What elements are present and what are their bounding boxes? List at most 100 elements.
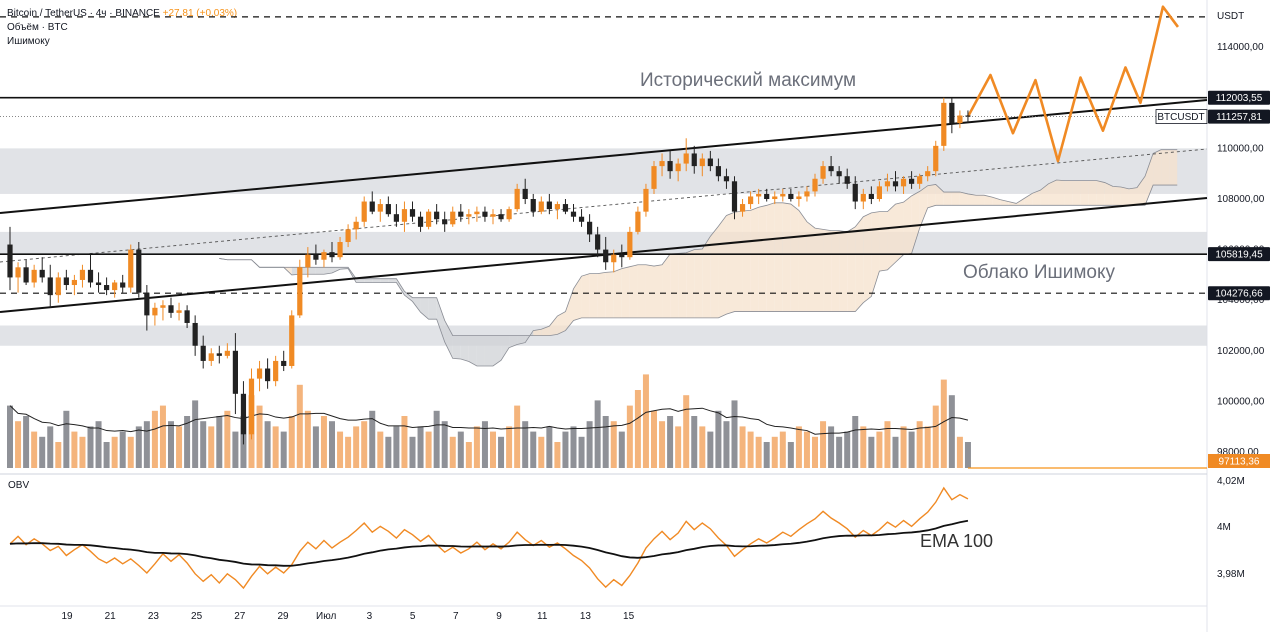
- ichimoku-cloud-segment: [686, 249, 695, 318]
- volume-bar: [586, 421, 593, 468]
- candle-body: [23, 267, 29, 283]
- volume-bar: [320, 416, 327, 468]
- candle-body: [957, 115, 963, 124]
- ichimoku-cloud-segment: [1024, 193, 1033, 206]
- volume-bar: [852, 416, 859, 468]
- ichimoku-cloud-segment: [1128, 187, 1137, 206]
- ichimoku-cloud-segment: [557, 311, 566, 335]
- volume-bar: [626, 405, 633, 468]
- candle-body: [925, 171, 931, 177]
- volume-bar: [916, 421, 923, 468]
- candle-body: [458, 211, 464, 217]
- volume-bar: [7, 405, 13, 468]
- ichimoku-cloud-segment: [984, 195, 993, 206]
- ichimoku-cloud-segment: [927, 184, 936, 208]
- candle-body: [345, 229, 351, 243]
- ichimoku-cloud-segment: [951, 192, 960, 206]
- volume-bar: [353, 426, 360, 468]
- ichimoku-cloud-segment: [903, 195, 912, 255]
- ichimoku-cloud-segment: [629, 264, 638, 318]
- candle-body: [804, 191, 810, 197]
- candle-body: [377, 204, 383, 212]
- volume-bar: [868, 436, 875, 468]
- ichimoku-cloud-segment: [895, 202, 904, 263]
- volume-bar: [200, 421, 207, 468]
- volume-bar: [562, 431, 569, 468]
- volume-bar: [763, 442, 770, 468]
- ichimoku-cloud-segment: [1120, 186, 1129, 206]
- candle-body: [47, 277, 53, 296]
- candle-body: [273, 360, 279, 382]
- candle-body: [820, 166, 826, 179]
- volume-bar: [812, 436, 818, 468]
- candle-body: [313, 254, 319, 260]
- candle-body: [868, 193, 874, 199]
- candle-body: [812, 178, 818, 192]
- volume-bar: [55, 442, 62, 468]
- volume-bar: [425, 431, 432, 468]
- volume-bar: [659, 421, 666, 468]
- candle-body: [892, 181, 899, 187]
- obv-tick-label: 4M: [1217, 522, 1231, 533]
- volume-bar: [135, 426, 142, 468]
- ichimoku-cloud-segment: [597, 272, 606, 318]
- volume-bar: [159, 405, 166, 468]
- volume-bar: [409, 436, 416, 468]
- volume-bar: [739, 426, 746, 468]
- ichimoku-cloud-segment: [654, 264, 663, 318]
- volume-bar: [723, 421, 730, 468]
- volume-ma-line: [9, 405, 969, 435]
- candle-body: [442, 219, 448, 225]
- ichimoku-cloud-segment: [1145, 153, 1154, 206]
- ichimoku-cloud-segment: [863, 212, 872, 303]
- ichimoku-cloud-segment: [718, 215, 727, 318]
- volume-bar: [828, 426, 835, 468]
- candle-body: [256, 368, 263, 379]
- volume-bar: [651, 410, 657, 468]
- ichimoku-cloud-segment: [509, 335, 518, 348]
- ichimoku-cloud-segment: [1153, 149, 1162, 186]
- candle-body: [627, 231, 633, 258]
- obv-tick-label: 3,98M: [1217, 569, 1245, 580]
- ichimoku-cloud-segment: [798, 210, 807, 312]
- candle-body: [514, 188, 520, 210]
- ichimoku-span-a: [219, 149, 1178, 367]
- volume-bar: [288, 416, 295, 468]
- volume-bar: [457, 431, 464, 468]
- volume-bar: [47, 426, 54, 468]
- candle-body: [909, 178, 915, 184]
- candle-body: [828, 166, 834, 172]
- ichimoku-cloud-segment: [605, 271, 614, 318]
- time-tick-label: 25: [191, 611, 203, 622]
- volume-bar: [280, 431, 287, 468]
- candle-body: [699, 158, 705, 167]
- volume-bar: [87, 426, 94, 468]
- ichimoku-cloud-segment: [1016, 198, 1025, 206]
- ichimoku-indicator-label[interactable]: Ишимоку: [7, 36, 50, 47]
- header-symbol-line: Bitcoin / TetherUS · 4ч · BINANCE +27,81…: [7, 8, 237, 20]
- volume-bar: [892, 436, 899, 468]
- ichimoku-cloud-segment: [533, 329, 542, 336]
- volume-bar: [361, 421, 368, 468]
- volume-bar: [385, 436, 392, 468]
- ichimoku-cloud-segment: [1161, 149, 1170, 186]
- volume-bar: [924, 426, 931, 468]
- volume-indicator-label[interactable]: Объём · BTC: [7, 22, 68, 33]
- volume-bar: [498, 436, 505, 468]
- candle-body: [611, 254, 617, 263]
- candle-body: [208, 353, 214, 361]
- price-change: +27,81 (+0,03%): [162, 8, 238, 19]
- candle-body: [659, 161, 665, 167]
- volume-bar: [884, 421, 891, 468]
- volume-bar: [272, 426, 279, 468]
- candle-body: [409, 209, 416, 217]
- volume-bar: [731, 400, 738, 468]
- candle-body: [756, 193, 762, 197]
- candle-body: [860, 193, 866, 202]
- ichimoku-cloud-segment: [501, 335, 510, 361]
- volume-bar: [312, 426, 319, 468]
- time-tick-label: 5: [410, 611, 416, 622]
- volume-bar: [932, 405, 939, 468]
- candle-body: [731, 181, 738, 212]
